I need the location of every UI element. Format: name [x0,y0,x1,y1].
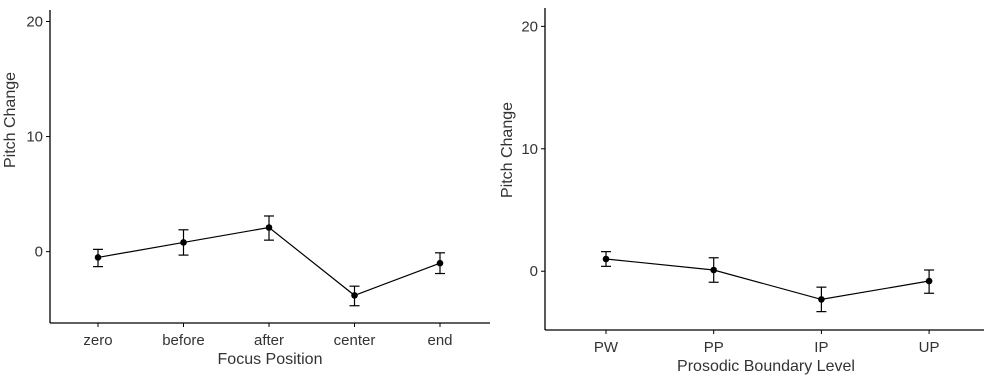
x-axis-title: Focus Position [218,351,323,368]
x-tick-label: UP [919,339,940,356]
x-tick-label: zero [83,332,112,349]
y-tick-label: 10 [26,129,43,146]
data-point [180,239,187,246]
data-point [925,277,933,285]
x-tick-label: PP [704,339,724,356]
x-axis-title: Prosodic Boundary Level [677,358,855,375]
x-tick-label: PW [594,339,619,356]
chart-panel-1: 0 10 20 zero before after center end Focus Posit… [2,10,490,368]
y-tick-label: 0 [530,263,538,280]
data-point [265,224,273,231]
y-tick-label: 20 [521,18,538,35]
data-point [602,255,610,263]
x-tick-label: IP [814,339,828,356]
y-axis-title: Pitch Change [2,72,19,168]
chart-panel-2: 0 10 20 PW PP IP UP Prosodic Boundary Level Pitc… [499,8,984,375]
x-tick-label: before [162,332,205,349]
data-point [436,259,444,267]
y-tick-label: 10 [521,141,538,158]
x-tick-label: center [334,332,376,349]
y-tick-label: 20 [26,14,43,31]
data-point [818,296,825,303]
series-line [605,258,930,301]
data-point [351,292,358,299]
x-tick-label: end [427,332,452,349]
data-point [710,266,717,274]
y-axis-title: Pitch Change [499,102,516,198]
y-tick-label: 0 [35,244,43,261]
x-tick-label: after [254,332,284,349]
data-point [94,254,102,261]
